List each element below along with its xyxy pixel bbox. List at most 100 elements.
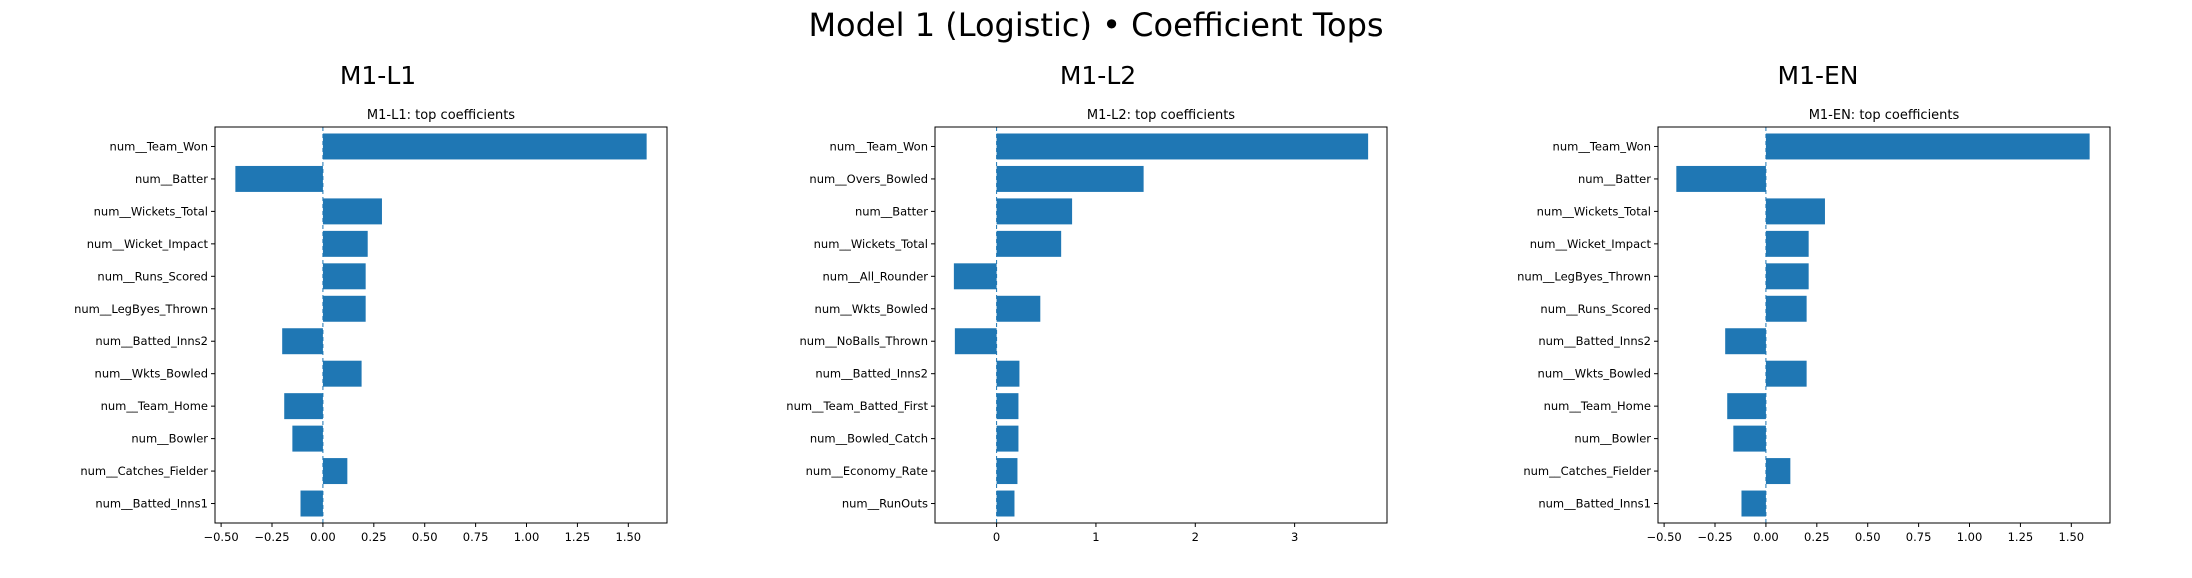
bar (996, 458, 1018, 485)
x-tick-label: 0.25 (361, 530, 387, 544)
y-tick-label: num__NoBalls_Thrown (799, 334, 928, 348)
chart-panel-1: M1-L1: top coefficients num__Team_Won num_… (74, 108, 668, 544)
x-tick-label: 1 (1092, 530, 1099, 544)
x-tick-label: 1.25 (2008, 530, 2034, 544)
y-tick-label: num__Catches_Fielder (1523, 464, 1651, 478)
bar (282, 328, 323, 355)
y-tick-label: num__All_Rounder (823, 269, 929, 283)
bar (322, 133, 647, 160)
bar (1765, 198, 1825, 225)
y-tick-label: num__Wkts_Bowled (815, 302, 928, 316)
axes-frame (214, 126, 668, 524)
y-tick-label: num__Batted_Inns1 (1538, 497, 1651, 511)
x-tick-label: 1.25 (565, 530, 591, 544)
axes-title: M1-L1: top coefficients (367, 108, 515, 123)
bar (1676, 165, 1766, 192)
bar (292, 425, 323, 452)
bar (996, 295, 1041, 322)
bar (1765, 295, 1807, 322)
bar (996, 360, 1020, 387)
x-tick-label: 1.50 (616, 530, 642, 544)
y-tick-label: num__Team_Won (110, 139, 208, 153)
y-tick-label: num__RunOuts (842, 497, 928, 511)
bar (996, 165, 1144, 192)
bar (322, 458, 348, 485)
y-tick-label: num__Wicket_Impact (87, 237, 209, 251)
bar (322, 198, 382, 225)
x-tick-label: 0.00 (1753, 530, 1779, 544)
x-tick-label: 0.50 (412, 530, 438, 544)
y-tick-label: num__Team_Won (830, 139, 928, 153)
chart-panel-2: M1-L2: top coefficients num__Team_Won num_… (786, 108, 1388, 544)
x-tick-label: 0.25 (1804, 530, 1830, 544)
x-tick-label: 1.00 (1957, 530, 1983, 544)
chart-panel-3: M1-EN: top coefficients num__Team_Won num_… (1517, 108, 2111, 544)
y-tick-label: num__Bowler (131, 432, 208, 446)
bar (300, 490, 323, 517)
bar (1733, 425, 1766, 452)
x-tick-label: −0.25 (1697, 530, 1732, 544)
y-tick-label: num__Wickets_Total (1537, 204, 1651, 218)
y-tick-label: num__Wkts_Bowled (1538, 367, 1651, 381)
bar (954, 328, 997, 355)
bar (322, 295, 366, 322)
y-tick-label: num__Batter (1578, 172, 1651, 186)
bar (996, 133, 1369, 160)
y-tick-label: num__Batted_Inns2 (815, 367, 928, 381)
bar (1765, 458, 1791, 485)
panel-title-1: M1-L1 (339, 61, 417, 90)
bar (1741, 490, 1766, 517)
bar (1765, 230, 1809, 257)
y-tick-label: num__Team_Home (101, 399, 208, 413)
x-tick-label: −0.50 (203, 530, 238, 544)
bar (953, 263, 997, 290)
bar (1727, 393, 1766, 420)
y-tick-label: num__LegByes_Thrown (1517, 269, 1651, 283)
bar (1765, 263, 1809, 290)
bar (996, 230, 1062, 257)
axes-title: M1-EN: top coefficients (1809, 108, 1960, 123)
y-tick-label: num__Batted_Inns1 (95, 497, 208, 511)
y-tick-label: num__Runs_Scored (97, 269, 208, 283)
x-tick-label: −0.50 (1646, 530, 1681, 544)
y-tick-label: num__Catches_Fielder (80, 464, 208, 478)
y-tick-label: num__Batter (855, 204, 928, 218)
y-tick-label: num__Team_Won (1553, 139, 1651, 153)
axes-title: M1-L2: top coefficients (1087, 108, 1235, 123)
y-tick-label: num__Economy_Rate (806, 464, 928, 478)
y-tick-label: num__Bowled_Catch (810, 432, 928, 446)
x-tick-label: 2 (1192, 530, 1199, 544)
x-tick-label: 0.00 (310, 530, 336, 544)
y-tick-label: num__Wkts_Bowled (95, 367, 208, 381)
y-tick-label: num__Wickets_Total (814, 237, 928, 251)
x-tick-label: −0.25 (254, 530, 289, 544)
figure-title: Model 1 (Logistic) • Coefficient Tops (808, 6, 1384, 44)
panel-title-3: M1-EN (1777, 61, 1859, 90)
x-tick-label: 0.75 (463, 530, 489, 544)
y-tick-label: num__Team_Batted_First (786, 399, 928, 413)
y-tick-label: num__Runs_Scored (1540, 302, 1651, 316)
axes-frame (1657, 126, 2111, 524)
y-tick-label: num__LegByes_Thrown (74, 302, 208, 316)
y-tick-label: num__Wickets_Total (94, 204, 208, 218)
axes-frame (934, 126, 1388, 524)
bar (322, 230, 368, 257)
x-tick-label: 0.75 (1906, 530, 1932, 544)
x-tick-label: 0.50 (1855, 530, 1881, 544)
y-tick-label: num__Overs_Bowled (809, 172, 928, 186)
panel-title-2: M1-L2 (1059, 61, 1137, 90)
bar (996, 393, 1019, 420)
y-tick-label: num__Bowler (1574, 432, 1651, 446)
bar (996, 490, 1015, 517)
y-tick-label: num__Batter (135, 172, 208, 186)
bar (235, 165, 323, 192)
bar (322, 263, 366, 290)
y-tick-label: num__Batted_Inns2 (95, 334, 208, 348)
bar (996, 198, 1073, 225)
bar (1765, 133, 2090, 160)
x-tick-label: 1.50 (2059, 530, 2085, 544)
bar (1725, 328, 1766, 355)
x-tick-label: 3 (1291, 530, 1298, 544)
bar (996, 425, 1019, 452)
